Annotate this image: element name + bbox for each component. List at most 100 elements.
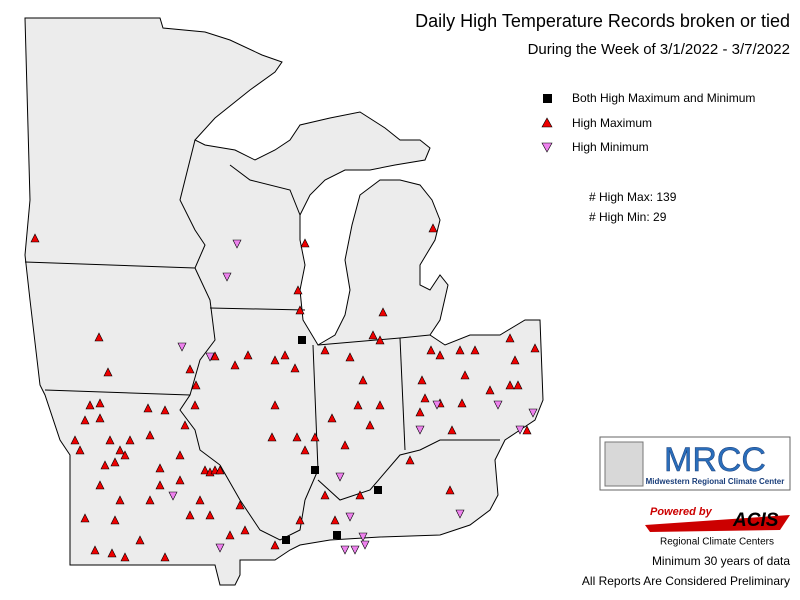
station-marker (522, 425, 532, 435)
station-marker (420, 393, 430, 403)
station-marker (185, 364, 195, 374)
station-marker (415, 407, 425, 417)
station-marker (235, 500, 245, 510)
station-marker (143, 403, 153, 413)
station-marker (115, 495, 125, 505)
station-marker (180, 420, 190, 430)
station-marker (95, 480, 105, 490)
station-marker (374, 486, 382, 494)
station-marker (75, 445, 85, 455)
station-marker (125, 435, 135, 445)
border (229, 164, 301, 216)
station-marker (110, 515, 120, 525)
station-marker (295, 305, 305, 315)
station-marker (80, 513, 90, 523)
station-marker (310, 432, 320, 442)
station-marker (267, 432, 277, 442)
logo-swoosh (645, 515, 790, 532)
station-marker (360, 540, 370, 550)
legend-label: High Minimum (572, 140, 649, 154)
station-marker (333, 531, 341, 539)
station-marker (330, 515, 340, 525)
border (24, 261, 196, 269)
station-marker (513, 380, 523, 390)
station-marker (485, 385, 495, 395)
station-marker (460, 370, 470, 380)
station-marker (405, 455, 415, 465)
station-marker (177, 342, 187, 352)
station-marker (240, 525, 250, 535)
station-marker (493, 400, 503, 410)
station-marker (110, 457, 120, 467)
station-marker (195, 495, 205, 505)
station-marker (358, 532, 368, 542)
acis-logo: Powered by ACIS Regional Climate Centers (645, 506, 790, 548)
station-marker (353, 400, 363, 410)
station-marker (345, 512, 355, 522)
logo-subtext: Midwestern Regional Climate Center (646, 477, 785, 486)
logo-map (604, 441, 644, 487)
station-marker (185, 510, 195, 520)
note: Minimum 30 years of data (652, 554, 790, 568)
station-marker (447, 425, 457, 435)
station-marker (105, 435, 115, 445)
station-marker (298, 336, 306, 344)
station-marker (103, 367, 113, 377)
station-marker (155, 480, 165, 490)
station-marker (505, 333, 515, 343)
stat: # High Min: 29 (589, 210, 667, 224)
station-marker (107, 548, 117, 558)
station-marker (528, 408, 538, 418)
station-marker (270, 400, 280, 410)
station-marker (335, 472, 345, 482)
station-marker (455, 509, 465, 519)
station-marker (445, 485, 455, 495)
station-marker (145, 495, 155, 505)
station-marker (340, 440, 350, 450)
station-marker (417, 375, 427, 385)
station-marker (426, 345, 436, 355)
station-marker (270, 540, 280, 550)
subtitle: During the Week of 3/1/2022 - 3/7/2022 (528, 41, 790, 58)
stat: # High Max: 139 (589, 190, 677, 204)
station-marker (358, 375, 368, 385)
station-marker (300, 445, 310, 455)
border (209, 307, 306, 311)
station-marker (230, 360, 240, 370)
station-marker (327, 413, 337, 423)
markers (30, 223, 540, 562)
station-marker (320, 345, 330, 355)
station-marker (368, 330, 378, 340)
station-marker (293, 285, 303, 295)
station-marker (345, 352, 355, 362)
station-marker (215, 543, 225, 553)
station-marker (70, 435, 80, 445)
logo-subtext: Regional Climate Centers (660, 537, 774, 548)
station-marker (510, 355, 520, 365)
border (317, 439, 500, 501)
legend-symbol (541, 142, 553, 153)
station-marker (292, 432, 302, 442)
station-marker (200, 465, 210, 475)
region (24, 17, 544, 586)
station-marker (222, 272, 232, 282)
station-marker (365, 420, 375, 430)
station-marker (115, 445, 125, 455)
border (317, 334, 431, 346)
station-marker (155, 463, 165, 473)
station-marker (100, 460, 110, 470)
station-marker (120, 450, 130, 460)
logo-text: MRCC (664, 441, 766, 479)
border (179, 267, 221, 466)
station-marker (205, 352, 215, 362)
title: Daily High Temperature Records broken or… (415, 11, 790, 31)
station-marker (415, 425, 425, 435)
station-marker (160, 552, 170, 562)
legend-symbol (541, 117, 553, 128)
station-marker (120, 552, 130, 562)
station-marker (232, 239, 242, 249)
station-marker (175, 475, 185, 485)
station-marker (282, 536, 290, 544)
station-marker (455, 345, 465, 355)
